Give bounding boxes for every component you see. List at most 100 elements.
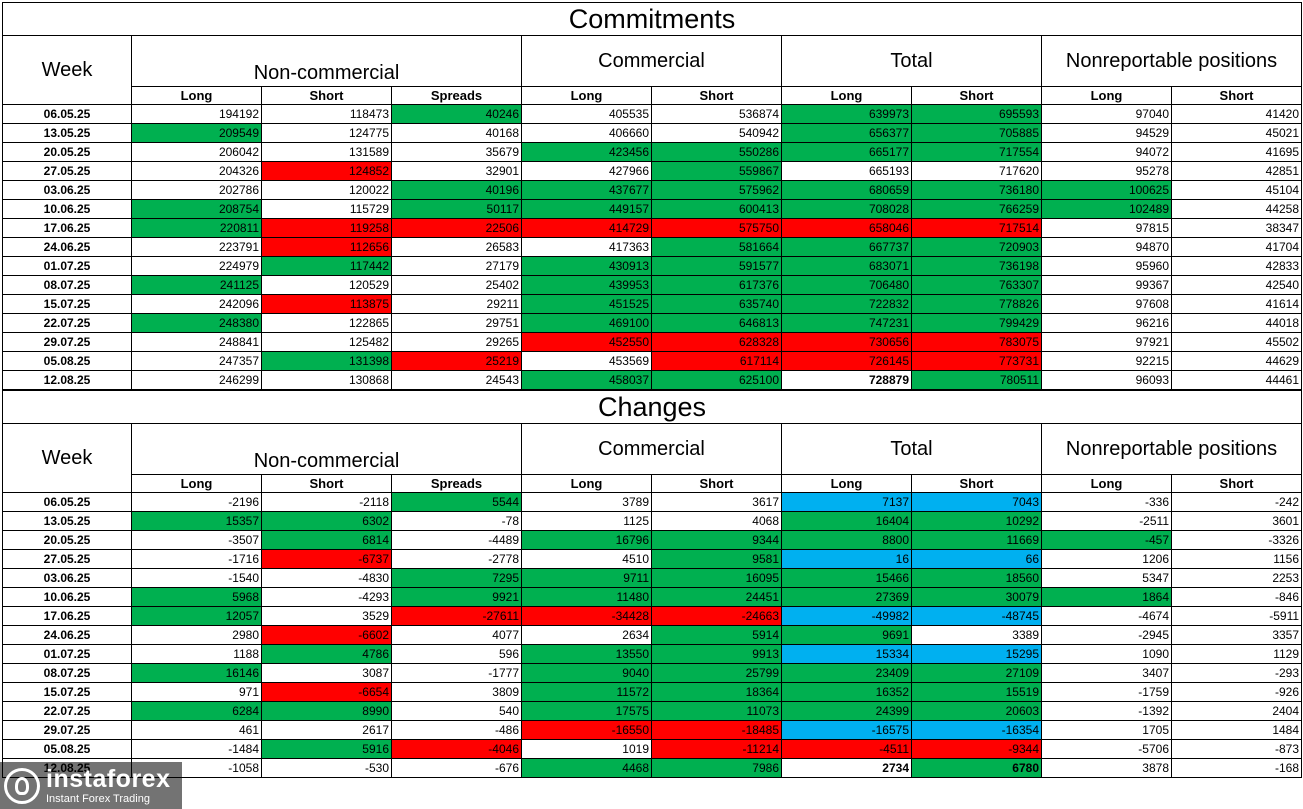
value-cell: 6814 (261, 530, 392, 550)
column-header: Short (651, 474, 782, 493)
week-cell: 05.08.25 (2, 739, 132, 759)
value-cell: 242096 (131, 294, 262, 314)
value-cell: -2118 (261, 492, 392, 512)
value-cell: 2253 (1170, 568, 1303, 588)
value-cell: 736198 (911, 256, 1042, 276)
value-cell: 42851 (1170, 161, 1303, 181)
value-cell: 194192 (131, 104, 262, 124)
group-header: Commercial (521, 35, 782, 87)
week-cell: 27.05.25 (2, 161, 132, 181)
value-cell: 38347 (1170, 218, 1303, 238)
value-cell: 3617 (651, 492, 782, 512)
week-cell: 24.06.25 (2, 237, 132, 257)
value-cell: -24663 (651, 606, 782, 626)
value-cell: 223791 (131, 237, 262, 257)
value-cell: 452550 (521, 332, 652, 352)
value-cell: 717554 (911, 142, 1042, 162)
value-cell: 458037 (521, 370, 652, 390)
value-cell: -11214 (651, 739, 782, 759)
column-header: Long (781, 86, 912, 105)
value-cell: 50117 (391, 199, 522, 219)
value-cell: 5914 (651, 625, 782, 645)
watermark-tagline: Instant Forex Trading (46, 792, 150, 805)
table-row: 24.06.25 2980 -6602 4077 2634 5914 9691 3389 -29… (2, 625, 1303, 645)
value-cell: 44018 (1170, 313, 1303, 333)
value-cell: -78 (391, 511, 522, 531)
value-cell: 683071 (781, 256, 912, 276)
cot-report-sheet: Commitments Week Non-commercial Commercial T… (1, 2, 1303, 778)
column-header: Long (131, 474, 262, 493)
value-cell: 2734 (781, 758, 912, 778)
week-cell: 01.07.25 (2, 644, 132, 664)
group-header: Nonreportable positions (1040, 423, 1303, 475)
value-cell: 1156 (1170, 549, 1303, 569)
value-cell: 2634 (521, 625, 652, 645)
value-cell: 449157 (521, 199, 652, 219)
value-cell: 5968 (131, 587, 262, 607)
value-cell: 2617 (261, 720, 392, 740)
value-cell: 3789 (521, 492, 652, 512)
value-cell: -3326 (1170, 530, 1303, 550)
value-cell: -6602 (261, 625, 392, 645)
value-cell: 405535 (521, 104, 652, 124)
value-cell: 202786 (131, 180, 262, 200)
value-cell: 97040 (1041, 104, 1172, 124)
value-cell: 40168 (391, 123, 522, 143)
value-cell: 224979 (131, 256, 262, 276)
value-cell: 726145 (781, 351, 912, 371)
value-cell: 7986 (651, 758, 782, 778)
value-cell: 206042 (131, 142, 262, 162)
value-cell: 24399 (781, 701, 912, 721)
week-cell: 17.06.25 (2, 218, 132, 238)
value-cell: 16352 (781, 682, 912, 702)
value-cell: 706480 (781, 275, 912, 295)
value-cell: 45502 (1170, 332, 1303, 352)
instaforex-logo-icon (4, 767, 40, 804)
table-row: 03.06.25 -1540 -4830 7295 9711 16095 15466 1856… (2, 568, 1303, 588)
value-cell: 32901 (391, 161, 522, 181)
value-cell: 3809 (391, 682, 522, 702)
column-header: Short (261, 86, 392, 105)
value-cell: 10292 (911, 511, 1042, 531)
value-cell: 3407 (1041, 663, 1172, 683)
week-cell: 03.06.25 (2, 568, 132, 588)
column-header: Long (1041, 86, 1172, 105)
value-cell: -168 (1170, 758, 1303, 778)
value-cell: 25799 (651, 663, 782, 683)
section-title: Changes (1, 390, 1303, 424)
value-cell: 97608 (1041, 294, 1172, 314)
value-cell: -3507 (131, 530, 262, 550)
value-cell: 92215 (1041, 351, 1172, 371)
value-cell: 247357 (131, 351, 262, 371)
value-cell: 575962 (651, 180, 782, 200)
week-cell: 05.08.25 (2, 351, 132, 371)
value-cell: 7295 (391, 568, 522, 588)
value-cell: 66 (911, 549, 1042, 569)
value-cell: -846 (1170, 587, 1303, 607)
value-cell: 1705 (1041, 720, 1172, 740)
value-cell: 44629 (1170, 351, 1303, 371)
value-cell: 13550 (521, 644, 652, 664)
value-cell: -336 (1041, 492, 1172, 512)
value-cell: 124775 (261, 123, 392, 143)
value-cell: 1125 (521, 511, 652, 531)
value-cell: 119258 (261, 218, 392, 238)
week-cell: 22.07.25 (2, 701, 132, 721)
week-cell: 15.07.25 (2, 682, 132, 702)
value-cell: 971 (131, 682, 262, 702)
week-cell: 27.05.25 (2, 549, 132, 569)
watermark-brand: instaforex (46, 764, 171, 793)
value-cell: 27369 (781, 587, 912, 607)
value-cell: 9711 (521, 568, 652, 588)
value-cell: 780511 (911, 370, 1042, 390)
week-cell: 24.06.25 (2, 625, 132, 645)
value-cell: 728879 (781, 370, 912, 390)
value-cell: 9691 (781, 625, 912, 645)
value-cell: -16575 (781, 720, 912, 740)
value-cell: -2945 (1041, 625, 1172, 645)
value-cell: 6780 (911, 758, 1042, 778)
week-cell: 13.05.25 (2, 123, 132, 143)
value-cell: 29751 (391, 313, 522, 333)
value-cell: 417363 (521, 237, 652, 257)
value-cell: 451525 (521, 294, 652, 314)
